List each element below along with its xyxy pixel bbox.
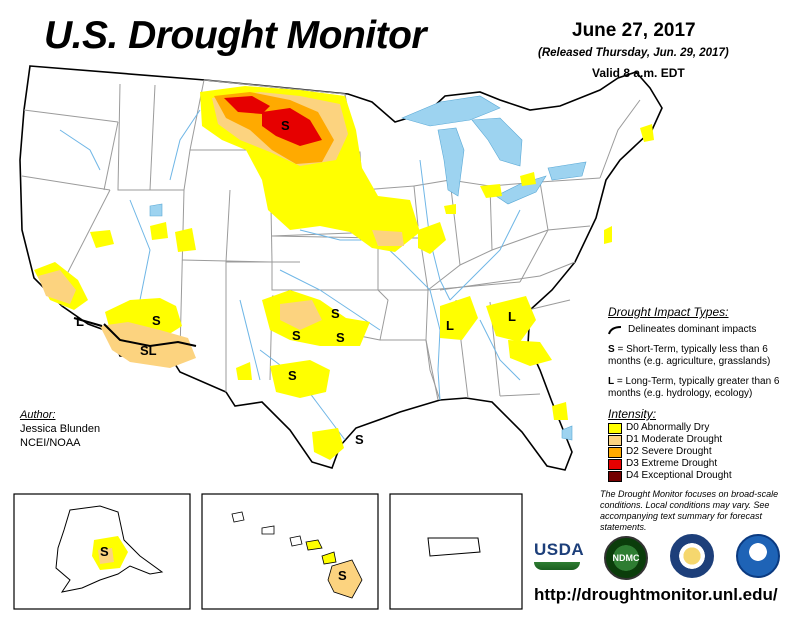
short-term-desc: = Short-Term, typically less than 6 mont…	[608, 344, 771, 367]
impact-symbol-s-oklahoma: S	[331, 306, 340, 321]
disclaimer-note: The Drought Monitor focuses on broad-sca…	[600, 489, 779, 532]
usda-logo: USDA	[534, 540, 585, 574]
intensity-d4-label: D4 Exceptional Drought	[626, 470, 732, 481]
long-term-desc: = Long-Term, typically greater than 6 mo…	[608, 376, 780, 399]
impact-symbol-sl-arizona: SL	[140, 343, 157, 358]
swatch-d3	[608, 458, 622, 470]
release-date: (Released Thursday, Jun. 29, 2017)	[538, 47, 729, 59]
impact-symbol-s-texas: S	[288, 368, 297, 383]
puerto-rico-shape	[427, 537, 481, 557]
impact-symbol-s-oklahoma-2: S	[336, 330, 345, 345]
impact-line-label: Delineates dominant impacts	[628, 324, 757, 335]
swatch-d2	[608, 446, 622, 458]
author-name: Jessica Blunden	[20, 423, 101, 435]
long-term-legend: L = Long-Term, typically greater than 6 …	[608, 376, 798, 400]
impact-symbol-l-alabama: L	[508, 309, 516, 324]
map-date: June 27, 2017	[572, 20, 696, 41]
intensity-d1-label: D1 Moderate Drought	[626, 434, 723, 445]
impact-line-legend: Delineates dominant impacts	[608, 324, 798, 336]
impact-symbol-s-hawaii: S	[338, 568, 347, 583]
hawaii-islands	[231, 511, 363, 599]
ndmc-logo: NDMC	[604, 536, 648, 580]
intensity-d2-label: D2 Severe Drought	[626, 446, 712, 457]
impact-symbol-s-alaska: S	[100, 544, 109, 559]
intensity-d1: D1 Moderate Drought	[608, 434, 798, 446]
swatch-d4	[608, 470, 622, 482]
intensity-d3-label: D3 Extreme Drought	[626, 458, 718, 469]
impact-lines	[73, 317, 197, 348]
legend: Drought Impact Types: Delineates dominan…	[608, 306, 798, 482]
impact-symbol-s-texas-coast: S	[355, 432, 364, 447]
intensity-d3: D3 Extreme Drought	[608, 458, 798, 470]
impact-symbol-l-mississippi: L	[446, 318, 454, 333]
ndmc-logo-text: NDMC	[612, 553, 640, 563]
intensity-heading: Intensity:	[608, 407, 657, 421]
long-term-symbol: L	[608, 376, 615, 387]
impact-symbol-s-montana: S	[281, 118, 290, 133]
impact-types-heading: Drought Impact Types:	[608, 305, 729, 319]
drought-d3-areas	[224, 96, 322, 146]
swatch-d1	[608, 434, 622, 446]
map-title: U.S. Drought Monitor	[44, 14, 427, 57]
impact-symbol-s-arizona: S	[152, 313, 161, 328]
impact-symbol-l-california: L	[76, 314, 84, 329]
usda-logo-text: USDA	[534, 540, 585, 559]
website-url[interactable]: http://droughtmonitor.unl.edu/	[534, 585, 778, 604]
intensity-d0-label: D0 Abnormally Dry	[626, 422, 710, 433]
short-term-symbol: S	[608, 344, 615, 355]
usda-logo-wave	[534, 562, 580, 570]
swatch-d0	[608, 422, 622, 434]
short-term-legend: S = Short-Term, typically less than 6 mo…	[608, 344, 798, 368]
author-block: Author: Jessica Blunden NCEI/NOAA	[20, 408, 100, 450]
intensity-d2: D2 Severe Drought	[608, 446, 798, 458]
valid-time: Valid 8 a.m. EDT	[592, 66, 685, 80]
impact-line-icon	[608, 326, 622, 335]
alaska-d1	[98, 548, 114, 564]
author-org: NCEI/NOAA	[20, 437, 81, 449]
noaa-logo	[736, 534, 780, 578]
impact-symbol-s-texas-panhandle: S	[292, 328, 301, 343]
commerce-seal-logo	[670, 534, 714, 578]
intensity-d4: D4 Exceptional Drought	[608, 470, 798, 482]
author-heading: Author:	[20, 409, 56, 421]
intensity-d0: D0 Abnormally Dry	[608, 422, 798, 434]
